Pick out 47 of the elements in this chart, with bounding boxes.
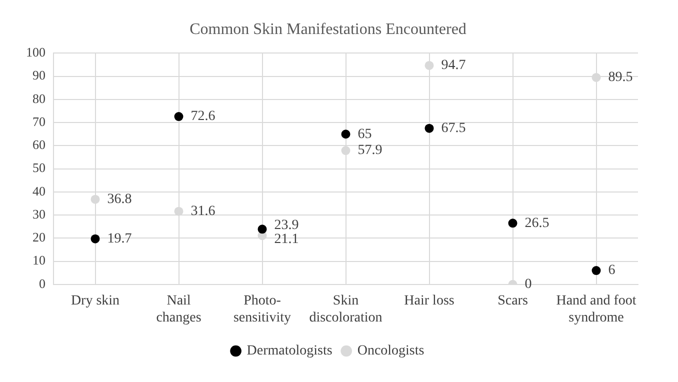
data-label: 57.9	[358, 143, 382, 158]
point	[424, 60, 434, 70]
y-tick-label: 50	[32, 160, 46, 176]
y-tick-label: 10	[32, 252, 46, 268]
y-tick-label: 30	[32, 206, 46, 222]
point	[258, 224, 267, 234]
y-tick-label: 0	[39, 276, 46, 291]
y-tick-label: 70	[32, 114, 46, 129]
point	[341, 130, 350, 139]
y-tick-label: 90	[32, 68, 46, 83]
data-label: 89.5	[608, 70, 633, 86]
x-tick-label: Skin discoloration	[309, 293, 382, 326]
point	[90, 194, 100, 204]
legend-label: Dermatologists	[246, 344, 332, 359]
y-tick-label: 80	[32, 90, 46, 106]
data-label: 94.7	[441, 58, 466, 74]
x-tick-label: Dry skin	[70, 293, 120, 308]
point	[90, 234, 100, 244]
legend-label: Oncologists	[357, 344, 424, 359]
data-label: 36.8	[107, 192, 132, 207]
point	[424, 124, 434, 133]
data-label: 23.9	[274, 218, 299, 234]
data-label: 31.6	[190, 204, 216, 220]
chart-title: Common Skin Manifestations Encountered	[190, 20, 466, 38]
x-tick-label: Nail changes	[156, 293, 202, 326]
y-tick-label: 20	[32, 230, 46, 245]
point	[592, 266, 601, 276]
y-tick-label: 60	[32, 137, 46, 152]
data-label: 6	[608, 263, 616, 278]
y-tick-label: 100	[26, 44, 46, 60]
point	[174, 206, 184, 216]
data-label: 0	[524, 277, 532, 292]
data-label: 67.5	[441, 121, 466, 136]
data-label: 19.7	[107, 232, 132, 247]
x-tick-label: Hair loss	[404, 293, 454, 308]
x-tick-label: Scars	[498, 293, 528, 308]
data-label: 26.5	[524, 216, 550, 231]
data-label: 72.6	[190, 109, 216, 124]
data-label: 65	[358, 126, 372, 142]
x-tick-label: Photo-sensitivity	[233, 293, 292, 326]
point	[341, 146, 350, 156]
y-tick-label: 40	[32, 183, 46, 198]
point	[508, 218, 518, 228]
data-label: 21.1	[274, 232, 299, 248]
x-tick-label: Hand and foot syndrome	[556, 293, 636, 326]
point	[592, 72, 601, 82]
point	[174, 112, 184, 122]
